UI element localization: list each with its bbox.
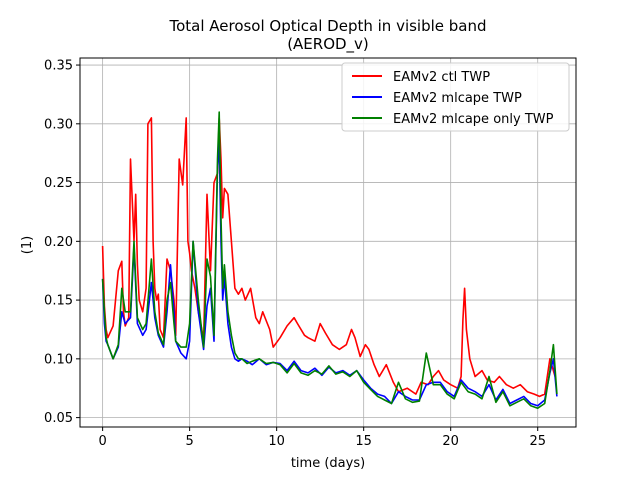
y-tick-label: 0.10 [44, 352, 73, 367]
x-tick-label: 25 [529, 434, 546, 449]
legend-box [341, 62, 570, 132]
plot-frame [79, 57, 577, 428]
y-tick-label: 0.25 [44, 176, 73, 191]
chart-title-line-2: (AEROD_v) [287, 35, 369, 54]
y-tick-label: 0.20 [44, 235, 73, 250]
x-tick-label: 10 [268, 434, 285, 449]
x-tick-label: 5 [186, 434, 194, 449]
grid-layer [80, 58, 576, 427]
legend: EAMv2 ctl TWP EAMv2 mlcape TWP EAMv2 mlc… [341, 62, 570, 132]
x-tick-label: 20 [442, 434, 459, 449]
y-tick-label: 0.30 [44, 117, 73, 132]
x-tick-label: 0 [98, 434, 106, 449]
series-line-mlcape-only [101, 111, 558, 410]
legend-label-ctl: EAMv2 ctl TWP [393, 70, 490, 85]
x-tick-label: 15 [355, 434, 372, 449]
y-axis-label: (1) [20, 236, 35, 254]
chart-title-line-1: Total Aerosol Optical Depth in visible b… [168, 17, 486, 35]
y-tick-label: 0.05 [44, 411, 73, 426]
legend-label-mlcape: EAMv2 mlcape TWP [393, 91, 522, 106]
series-layer [101, 111, 558, 410]
legend-label-mlcape-only: EAMv2 mlcape only TWP [393, 112, 554, 127]
tick-layer: 0 5 10 15 20 25 0.05 0.10 0.15 0.20 0.25 0.30 0.35 [44, 59, 546, 449]
y-tick-label: 0.15 [44, 294, 73, 309]
series-line-ctl [101, 117, 556, 398]
x-axis-label: time (days) [291, 456, 365, 471]
y-tick-label: 0.35 [44, 59, 73, 74]
